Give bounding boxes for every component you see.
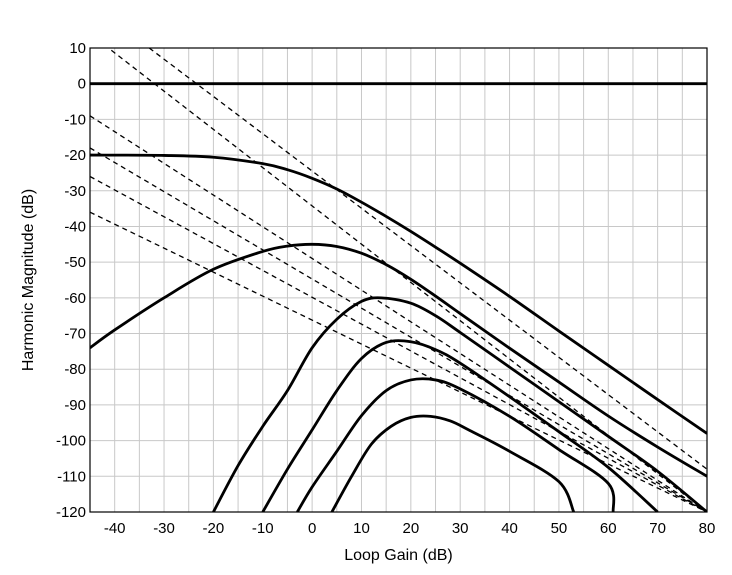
y-tick-label: -100 bbox=[56, 433, 86, 450]
x-tick-label: 0 bbox=[308, 520, 316, 537]
x-tick-label: 50 bbox=[551, 520, 568, 537]
x-tick-label: 40 bbox=[501, 520, 518, 537]
asymptote-line-9 bbox=[90, 115, 707, 512]
y-tick-label: -110 bbox=[57, 468, 86, 485]
harmonic-curve-2 bbox=[90, 242, 707, 478]
y-tick-label: 0 bbox=[78, 76, 86, 93]
asymptote-line-8 bbox=[148, 48, 707, 470]
x-tick-label: 80 bbox=[699, 520, 716, 537]
y-tick-label: -70 bbox=[64, 326, 86, 343]
y-tick-labels: 10 0 -10 -20 -30 -40 -50 -60 -70 -80 -90 -100 -110 -1… bbox=[56, 40, 86, 521]
harmonic-curve-6 bbox=[330, 414, 576, 512]
harmonic-curve-1 bbox=[90, 153, 707, 435]
plot-frame bbox=[89, 47, 708, 513]
y-tick-label: -120 bbox=[56, 504, 86, 521]
x-tick-label: -10 bbox=[252, 520, 274, 537]
harmonic-curve-5 bbox=[296, 377, 616, 512]
x-tick-label: -20 bbox=[203, 520, 225, 537]
x-tick-labels: -40 -30 -20 -10 0 10 20 30 40 50 60 70 80 bbox=[104, 520, 716, 537]
y-tick-label: -60 bbox=[64, 290, 86, 307]
asymptote-line-12 bbox=[90, 211, 707, 512]
y-tick-label: -90 bbox=[64, 397, 86, 414]
x-tick-label: 20 bbox=[402, 520, 419, 537]
x-tick-label: 10 bbox=[353, 520, 370, 537]
grid bbox=[89, 47, 708, 513]
asymptote-line-11 bbox=[90, 175, 707, 512]
y-tick-label: -20 bbox=[64, 147, 86, 164]
y-tick-label: -50 bbox=[64, 254, 86, 271]
y-tick-label: -30 bbox=[64, 183, 86, 200]
harmonic-curve-4 bbox=[261, 339, 659, 512]
y-tick-label: -40 bbox=[64, 218, 86, 235]
x-tick-label: -30 bbox=[153, 520, 175, 537]
x-tick-label: 60 bbox=[600, 520, 617, 537]
asymptote-line-10 bbox=[90, 147, 707, 512]
y-tick-label: 10 bbox=[69, 40, 86, 57]
x-tick-label: -40 bbox=[104, 520, 126, 537]
x-tick-label: 30 bbox=[452, 520, 469, 537]
harmonic-curve-3 bbox=[212, 296, 707, 512]
series-layer bbox=[90, 48, 707, 512]
x-axis-label: Loop Gain (dB) bbox=[344, 547, 453, 564]
y-tick-label: -80 bbox=[64, 361, 86, 378]
y-axis-label: Harmonic Magnitude (dB) bbox=[20, 189, 37, 371]
x-tick-label: 70 bbox=[649, 520, 666, 537]
y-tick-label: -10 bbox=[64, 111, 86, 128]
